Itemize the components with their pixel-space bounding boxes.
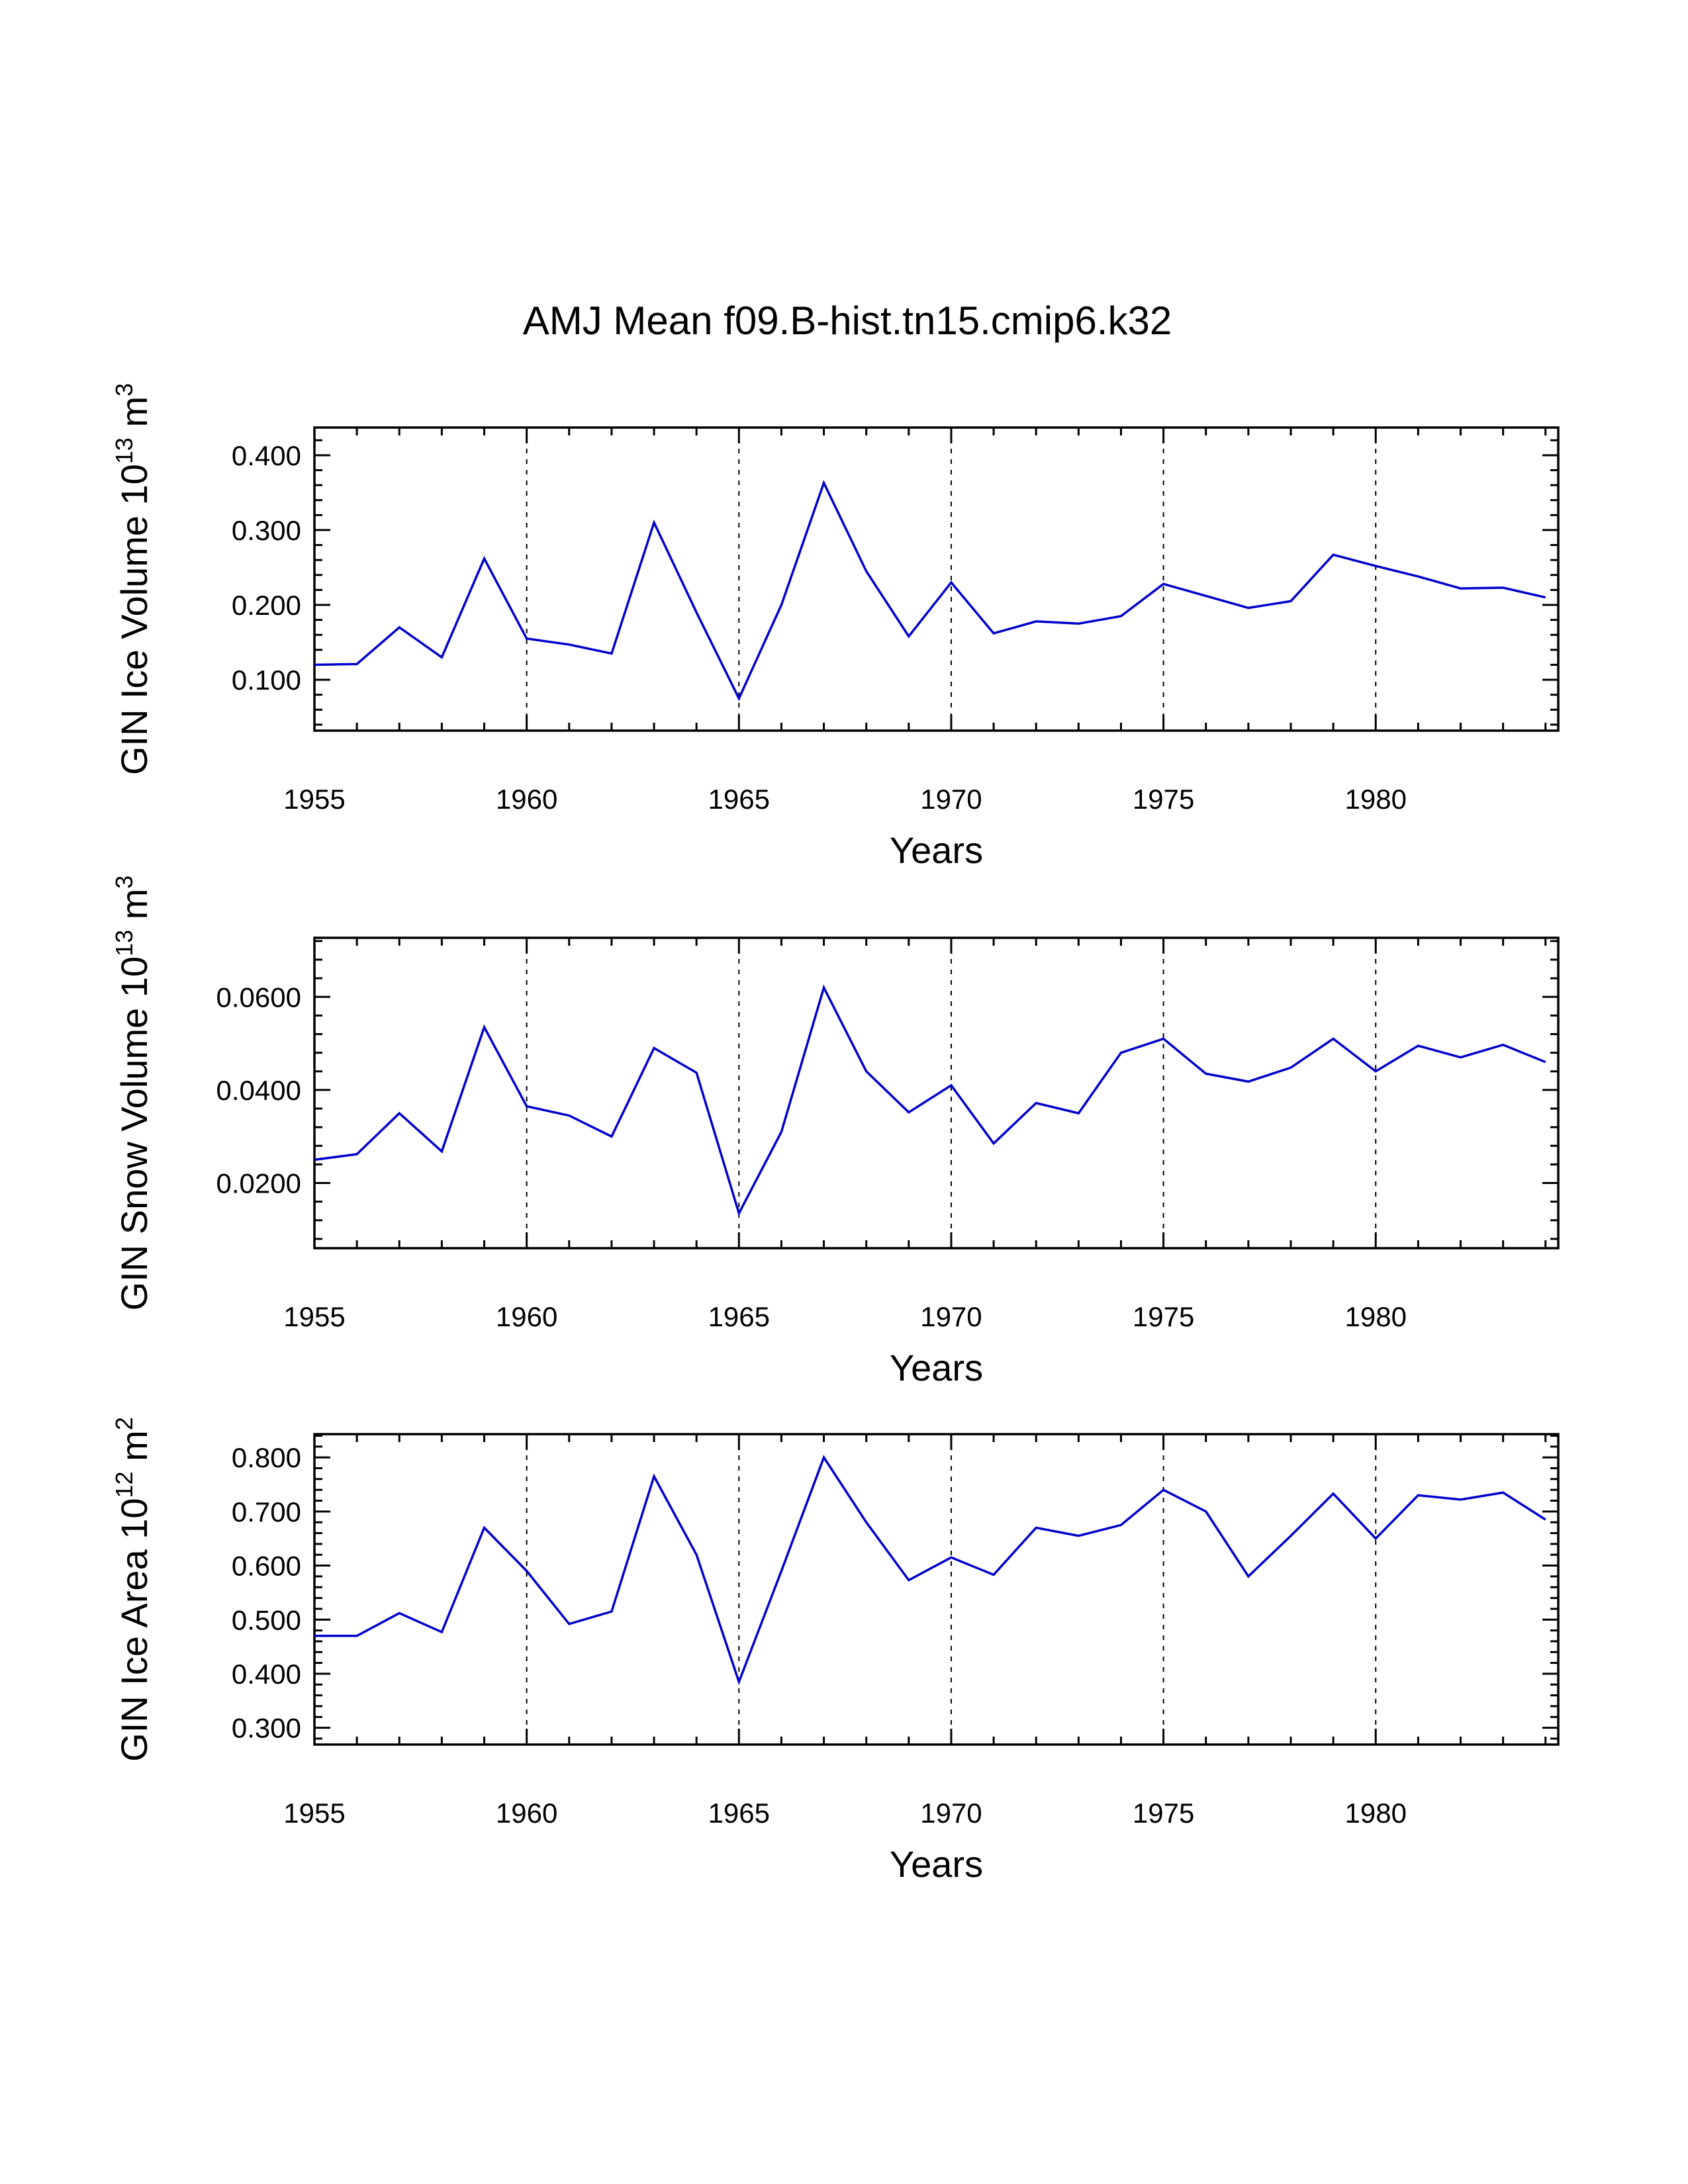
x-tick-label: 1955: [283, 1797, 345, 1829]
x-axis-title: Years: [890, 1843, 983, 1885]
line-series-gin-ice-area: [314, 1455, 1546, 1686]
y-tick-label: 0.0200: [216, 1168, 301, 1199]
y-tick-label: 0.400: [232, 1659, 301, 1690]
x-tick-label: 1980: [1345, 1301, 1407, 1332]
y-tick-label: 0.0400: [216, 1075, 301, 1106]
x-tick-label: 1970: [920, 1797, 982, 1829]
panel-gin-ice-area: 0.300 0.400 0.500 0.600 0.700 0.800 1955 1960 19…: [111, 1417, 1560, 1885]
y-axis-title: GIN Snow Volume 1013 m3: [111, 876, 155, 1311]
y-tick-label: 0.200: [232, 590, 301, 621]
y-tick-label: 0.500: [232, 1604, 301, 1635]
plot-frame: [313, 426, 1560, 732]
line-series-gin-snow-volume: [314, 984, 1546, 1216]
y-axis-title: GIN Ice Area 1012 m2: [111, 1417, 155, 1762]
x-tick-label: 1965: [708, 1301, 770, 1332]
y-tick-label: 0.100: [232, 664, 301, 696]
y-tick-label: 0.600: [232, 1551, 301, 1582]
x-tick-label: 1965: [708, 1797, 770, 1829]
y-axis-title: GIN Ice Volume 1013 m3: [111, 383, 155, 775]
x-tick-label: 1960: [496, 784, 557, 815]
plot-frame: [313, 1433, 1560, 1746]
y-tick-label: 0.400: [232, 440, 301, 471]
x-tick-label: 1975: [1133, 784, 1194, 815]
panel-gin-ice-volume: 0.100 0.200 0.300 0.400 1955 1960 1965 1970 1975…: [111, 383, 1560, 871]
figure-title: AMJ Mean f09.B-hist.tn15.cmip6.k32: [522, 298, 1172, 343]
x-axis-title: Years: [890, 829, 983, 871]
x-tick-label: 1955: [283, 784, 345, 815]
y-tick-label: 0.300: [232, 515, 301, 546]
y-tick-label: 0.800: [232, 1442, 301, 1473]
x-tick-label: 1970: [920, 784, 982, 815]
line-series-gin-ice-volume: [314, 480, 1546, 702]
x-tick-label: 1955: [283, 1301, 345, 1332]
x-tick-label: 1980: [1345, 1797, 1407, 1829]
y-tick-label: 0.700: [232, 1496, 301, 1527]
x-tick-label: 1975: [1133, 1797, 1194, 1829]
x-tick-label: 1975: [1133, 1301, 1194, 1332]
x-tick-label: 1980: [1345, 784, 1407, 815]
x-tick-label: 1960: [496, 1797, 557, 1829]
x-tick-label: 1960: [496, 1301, 557, 1332]
y-tick-label: 0.0600: [216, 981, 301, 1013]
x-tick-label: 1970: [920, 1301, 982, 1332]
plot-frame: [313, 936, 1560, 1250]
panel-gin-snow-volume: 0.0200 0.0400 0.0600 1955 1960 1965 1970 1975 19…: [111, 876, 1560, 1388]
y-tick-label: 0.300: [232, 1713, 301, 1744]
x-axis-title: Years: [890, 1347, 983, 1388]
x-tick-label: 1965: [708, 784, 770, 815]
